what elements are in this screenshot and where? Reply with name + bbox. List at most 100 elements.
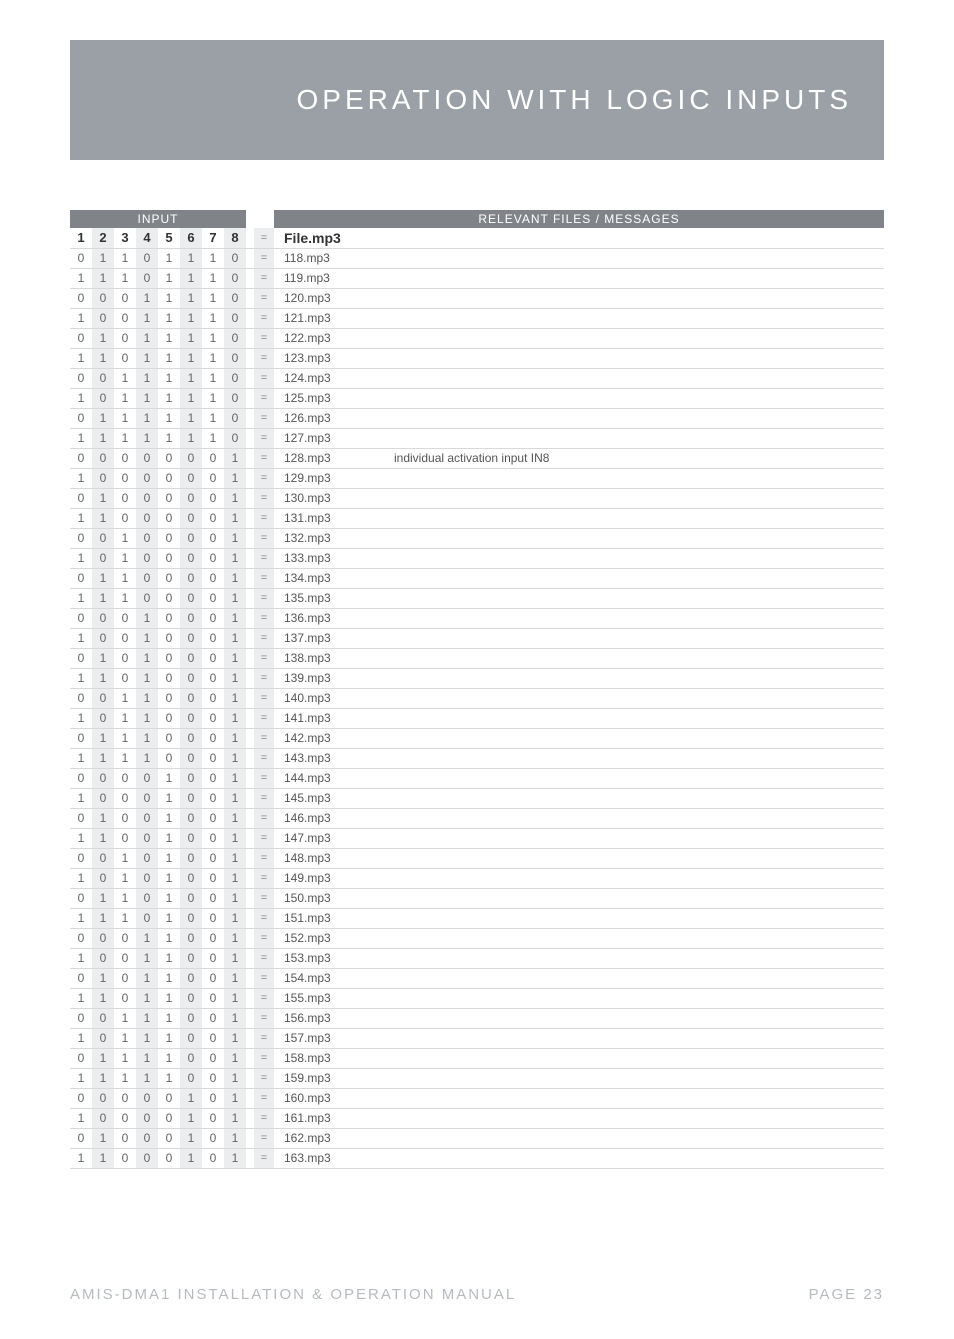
bit-cell: 0	[180, 548, 202, 568]
bit-cell: 0	[70, 848, 92, 868]
page: OPERATION WITH LOGIC INPUTS INPUT RELEVA…	[0, 0, 954, 1339]
bit-cell: 0	[114, 328, 136, 348]
equals-cell: =	[254, 748, 274, 768]
bit-cell: 1	[114, 1008, 136, 1028]
bit-cell: 0	[180, 728, 202, 748]
file-cell: 130.mp3	[274, 488, 384, 508]
bit-cell: 0	[158, 508, 180, 528]
table-row: 10111001=157.mp3	[70, 1028, 884, 1048]
bit-cell: 0	[202, 1068, 224, 1088]
bit-cell: 1	[70, 268, 92, 288]
equals-cell: =	[254, 868, 274, 888]
bit-cell: 0	[180, 668, 202, 688]
message-cell	[384, 648, 884, 668]
bit-cell: 1	[158, 808, 180, 828]
equals-cell: =	[254, 728, 274, 748]
bit-cell: 1	[224, 1128, 246, 1148]
spacer-cell	[246, 788, 254, 808]
message-cell	[384, 488, 884, 508]
bit-cell: 0	[158, 608, 180, 628]
bit-cell: 1	[136, 628, 158, 648]
bit-cell: 1	[136, 308, 158, 328]
bit-cell: 0	[180, 848, 202, 868]
table-row: 10011110=121.mp3	[70, 308, 884, 328]
file-cell: 156.mp3	[274, 1008, 384, 1028]
spacer-cell	[246, 368, 254, 388]
bit-cell: 1	[92, 588, 114, 608]
message-cell	[384, 1088, 884, 1108]
bit-cell: 0	[70, 1048, 92, 1068]
bit-cell: 0	[114, 768, 136, 788]
bit-cell: 1	[70, 468, 92, 488]
bit-cell: 0	[224, 288, 246, 308]
eq-header	[254, 210, 274, 228]
bit-cell: 0	[92, 628, 114, 648]
equals-cell: =	[254, 1088, 274, 1108]
bit-cell: 0	[158, 548, 180, 568]
table-row: 00000001=128.mp3individual activation in…	[70, 448, 884, 468]
bit-cell: 1	[224, 868, 246, 888]
bit-cell: 1	[136, 408, 158, 428]
bit-cell: 0	[224, 368, 246, 388]
message-cell	[384, 948, 884, 968]
bit-cell: 1	[92, 1128, 114, 1148]
bit-cell: 0	[136, 528, 158, 548]
bit-cell: 1	[114, 908, 136, 928]
file-cell: 163.mp3	[274, 1148, 384, 1168]
file-cell: 157.mp3	[274, 1028, 384, 1048]
equals-cell: =	[254, 1028, 274, 1048]
bit-cell: 1	[180, 328, 202, 348]
page-footer: AMIS-DMA1 INSTALLATION & OPERATION MANUA…	[70, 1286, 884, 1303]
bit-cell: 1	[114, 1048, 136, 1068]
message-cell	[384, 288, 884, 308]
file-cell: 152.mp3	[274, 928, 384, 948]
bit-cell: 0	[92, 388, 114, 408]
bit-cell: 0	[136, 548, 158, 568]
bit-cell: 1	[136, 748, 158, 768]
bit-cell: 1	[202, 248, 224, 268]
message-cell	[384, 928, 884, 948]
message-header-cell	[384, 228, 884, 248]
message-cell: individual activation input IN8	[384, 448, 884, 468]
table-row: 11011110=123.mp3	[70, 348, 884, 368]
bit-cell: 1	[158, 968, 180, 988]
table-row: 10000101=161.mp3	[70, 1108, 884, 1128]
message-cell	[384, 1028, 884, 1048]
table-row: 11000101=163.mp3	[70, 1148, 884, 1168]
bit-cell: 1	[92, 728, 114, 748]
bit-cell: 1	[114, 368, 136, 388]
file-cell: 148.mp3	[274, 848, 384, 868]
bit-cell: 1	[224, 908, 246, 928]
bit-cell: 1	[180, 1088, 202, 1108]
bit-cell: 1	[136, 668, 158, 688]
bit-cell: 1	[70, 788, 92, 808]
file-cell: 133.mp3	[274, 548, 384, 568]
bit-cell: 0	[224, 428, 246, 448]
bit-cell: 0	[136, 908, 158, 928]
spacer-cell	[246, 868, 254, 888]
bit-cell: 0	[202, 688, 224, 708]
message-cell	[384, 348, 884, 368]
spacer-cell	[246, 988, 254, 1008]
file-cell: 129.mp3	[274, 468, 384, 488]
bit-cell: 1	[158, 848, 180, 868]
bit-cell: 0	[70, 328, 92, 348]
bit-cell: 1	[92, 508, 114, 528]
bit-cell: 0	[180, 868, 202, 888]
bit-cell: 1	[114, 868, 136, 888]
bit-cell: 0	[70, 728, 92, 748]
bit-cell: 0	[92, 1008, 114, 1028]
bit-cell: 0	[202, 1048, 224, 1068]
bit-cell: 0	[158, 1128, 180, 1148]
bit-cell: 0	[180, 828, 202, 848]
bit-cell: 0	[92, 1028, 114, 1048]
spacer-cell	[246, 668, 254, 688]
message-cell	[384, 1068, 884, 1088]
equals-cell: =	[254, 888, 274, 908]
bit-cell: 1	[136, 1068, 158, 1088]
bit-cell: 1	[136, 688, 158, 708]
bit-cell: 0	[136, 568, 158, 588]
logic-table: INPUT RELEVANT FILES / MESSAGES 12345678…	[70, 210, 884, 1169]
bit-cell: 1	[92, 648, 114, 668]
bit-cell: 1	[114, 1068, 136, 1088]
